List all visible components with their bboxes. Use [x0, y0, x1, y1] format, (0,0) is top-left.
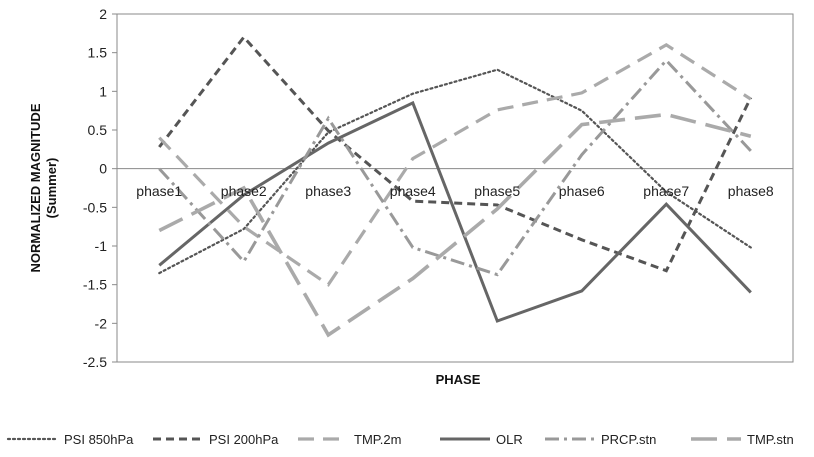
legend: PSI 850hPa PSI 200hPa TMP.2m OLR PRCP.stn TMP… [6, 432, 794, 447]
y-tick-label: 1.5 [88, 45, 108, 61]
category-label: phase8 [728, 183, 774, 199]
series-line-prcp-stn [158, 58, 752, 277]
category-label: phase3 [305, 183, 351, 199]
y-tick-label: -2 [95, 315, 108, 331]
y-tick-label: -1 [95, 238, 108, 254]
legend-label: PRCP.stn [601, 432, 656, 447]
category-label: phase1 [136, 183, 182, 199]
x-axis-title: PHASE [436, 372, 481, 387]
legend-label: TMP.stn [747, 432, 794, 447]
y-axis-title: NORMALIZED MAGNITUDE (Summer) [28, 103, 59, 272]
category-label: phase2 [221, 183, 267, 199]
y-axis-ticks: 2 1.5 1 0.5 0 -0.5 -1 -1.5 -2 -2.5 [83, 6, 117, 370]
y-axis-title-line-2: (Summer) [44, 158, 59, 219]
category-label: phase4 [390, 183, 436, 199]
series-group [158, 34, 753, 338]
y-axis-title-line-1: NORMALIZED MAGNITUDE [28, 103, 43, 272]
series-line-tmp-stn [158, 112, 752, 338]
category-labels: phase1 phase2 phase3 phase4 phase5 phase6 phas… [136, 183, 774, 199]
plot-area [116, 13, 794, 363]
y-tick-label: -2.5 [83, 354, 107, 370]
series-line-olr [158, 100, 752, 323]
y-tick-label: 1 [99, 83, 107, 99]
legend-label: PSI 200hPa [209, 432, 279, 447]
category-label: phase5 [474, 183, 520, 199]
y-tick-label: 0 [99, 161, 107, 177]
y-tick-label: -1.5 [83, 277, 107, 293]
y-tick-label: -0.5 [83, 199, 107, 215]
series-line-psi-200hpa [158, 34, 753, 273]
legend-label: OLR [496, 432, 523, 447]
legend-label: TMP.2m [354, 432, 401, 447]
legend-label: PSI 850hPa [64, 432, 134, 447]
y-tick-label: 2 [99, 6, 107, 22]
category-label: phase6 [559, 183, 605, 199]
y-tick-label: 0.5 [88, 122, 108, 138]
category-label: phase7 [643, 183, 689, 199]
